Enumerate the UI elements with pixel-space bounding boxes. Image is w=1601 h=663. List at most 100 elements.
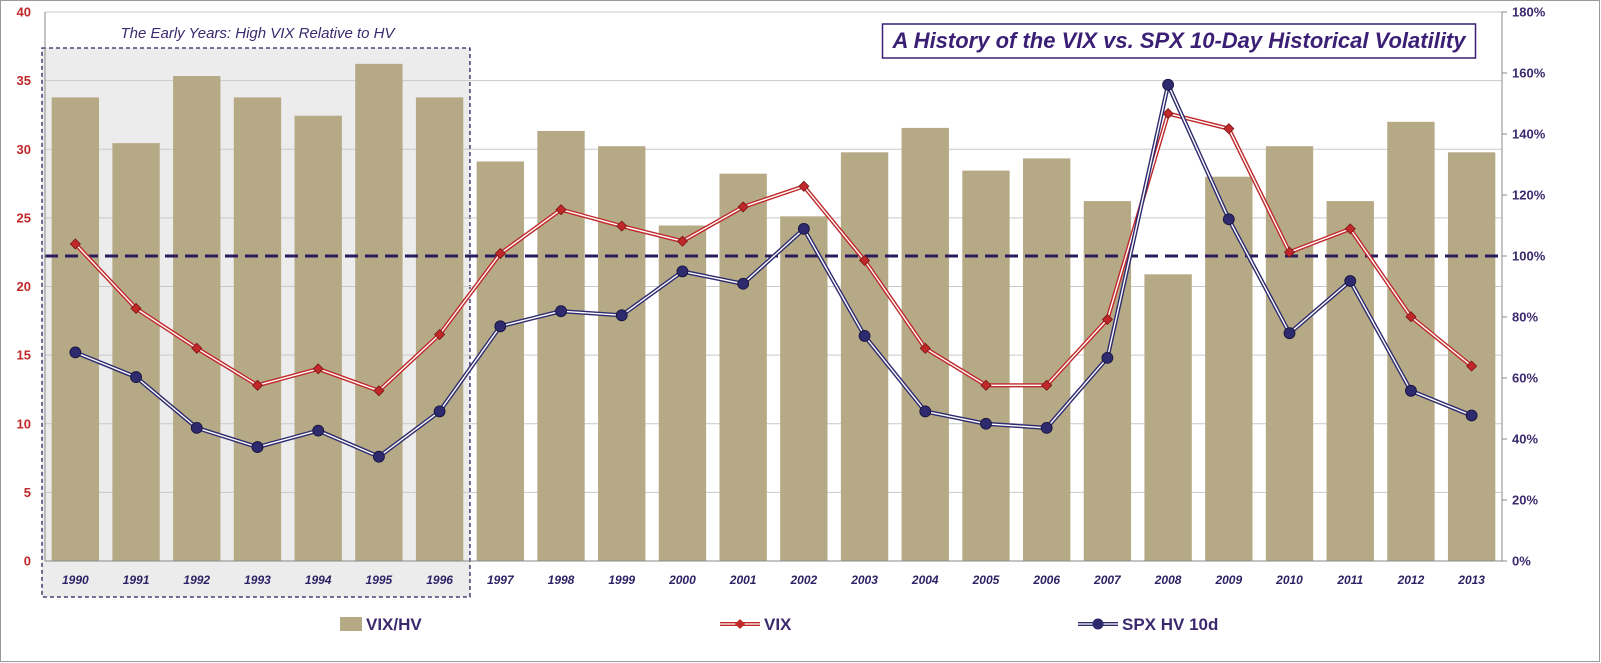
x-tick-label: 2005 [972, 573, 1000, 587]
x-tick-label: 2003 [850, 573, 878, 587]
vix-point-2000 [676, 235, 689, 247]
x-tick-label: 2007 [1093, 573, 1122, 587]
vix-point-2006 [1041, 379, 1053, 391]
vix-point-1991 [130, 302, 142, 315]
right-tick-label: 80% [1512, 310, 1538, 325]
spx-hv-point-1999 [615, 309, 628, 322]
left-tick-label: 10 [17, 416, 31, 431]
x-tick-label: 2012 [1397, 573, 1425, 587]
spx-hv-point-2013 [1465, 409, 1478, 422]
spx-hv-point-1991 [130, 371, 142, 383]
vix-point-2001 [737, 201, 749, 213]
bar-series-vix-hv [51, 63, 1496, 562]
bar-1994 [294, 115, 342, 561]
spx-hv-point-2005 [980, 417, 992, 430]
early-years-annotation: The Early Years: High VIX Relative to HV [120, 25, 396, 42]
x-tick-label: 2002 [790, 573, 818, 587]
spx-hv-point-1993 [251, 441, 264, 453]
vix-point-1994 [312, 363, 324, 375]
vix-point-2009 [1223, 123, 1235, 135]
spx-hv-point-1996 [433, 405, 446, 418]
right-tick-label: 180% [1512, 5, 1546, 20]
x-tick-label: 2010 [1275, 573, 1303, 587]
vix-point-1998 [555, 204, 567, 216]
left-tick-label: 25 [17, 210, 31, 225]
x-tick-label: 2011 [1336, 573, 1363, 587]
vix-point-1999 [616, 220, 628, 232]
x-tick-label: 1997 [487, 573, 515, 587]
vix-point-1997 [494, 247, 506, 260]
vix-point-2007 [1101, 313, 1113, 326]
vix-point-1996 [434, 328, 446, 341]
vix-point-2002 [798, 180, 810, 192]
bar-1993 [233, 97, 282, 562]
x-tick-label: 2009 [1214, 573, 1242, 587]
legend-label: VIX [764, 615, 792, 634]
vix-point-2012 [1405, 311, 1417, 323]
bar-1997 [476, 161, 524, 561]
line-series [69, 78, 1478, 463]
vix-point-2005 [980, 379, 992, 391]
right-tick-label: 0% [1512, 554, 1531, 569]
x-tick-label: 2004 [911, 573, 939, 587]
spx-hv-point-1994 [312, 424, 325, 437]
x-tick-label: 1999 [608, 573, 635, 587]
spx-hv-point-1992 [190, 421, 203, 434]
x-tick-label: 2008 [1154, 573, 1182, 587]
spx-hv-point-2000 [676, 265, 689, 278]
left-tick-label: 15 [17, 348, 31, 363]
vix-point-1993 [251, 379, 264, 391]
bar-1995 [355, 63, 403, 561]
legend: VIX/HV VIX SPX HV 10d [340, 615, 1218, 634]
vix-point-2008 [1162, 107, 1174, 120]
right-tick-label: 20% [1512, 493, 1538, 508]
x-tick-label: 1995 [366, 573, 393, 587]
annotation-text: The Early Years: High VIX Relative to HV [120, 25, 396, 42]
spx-hv-point-2006 [1040, 421, 1053, 434]
x-tick-label: 2000 [668, 573, 696, 587]
title-frame [881, 23, 1477, 59]
vix-point-2013 [1466, 360, 1478, 372]
bar-1999 [598, 146, 646, 561]
bar-2005 [962, 170, 1010, 561]
legend-label: VIX/HV [366, 615, 422, 634]
vix-point-2010 [1283, 246, 1296, 258]
spx-hv-point-2004 [919, 405, 932, 418]
bar-1992 [173, 76, 221, 562]
chart-title-box: A History of the VIX vs. SPX 10-Day Hist… [881, 23, 1477, 59]
x-tick-label: 2006 [1032, 573, 1060, 587]
left-tick-label: 5 [24, 485, 31, 500]
bar-2009 [1205, 176, 1253, 561]
spx-hv-point-2002 [797, 222, 810, 235]
vix-point-2003 [858, 254, 871, 266]
right-tick-label: 60% [1512, 371, 1538, 386]
left-tick-label: 40 [17, 5, 31, 20]
legend-label: SPX HV 10d [1122, 615, 1218, 634]
x-tick-label: 2013 [1457, 573, 1485, 587]
spx-hv-point-2007 [1101, 351, 1114, 364]
bar-2006 [1023, 158, 1071, 561]
x-tick-label: 1996 [426, 573, 453, 587]
bar-2011 [1326, 201, 1374, 561]
spx-hv-point-2008 [1162, 78, 1175, 91]
spx-hv-point-2001 [737, 277, 750, 290]
x-tick-label: 2001 [729, 573, 757, 587]
legend-swatch-diamond [735, 619, 745, 629]
x-tick-label: 1998 [548, 573, 575, 587]
bar-2010 [1265, 146, 1314, 561]
spx-hv-point-1997 [494, 320, 507, 333]
spx-hv-point-1995 [372, 450, 385, 463]
spx-hv-point-1990 [69, 346, 82, 359]
spx-hv-point-2012 [1405, 384, 1417, 397]
x-tick-label: 1990 [62, 573, 89, 587]
spx-hv-point-1998 [555, 305, 567, 318]
legend-swatch-bar [340, 617, 362, 631]
left-tick-label: 0 [24, 554, 31, 569]
vix-point-1990 [69, 238, 81, 250]
bar-2012 [1387, 121, 1435, 562]
bar-1991 [112, 143, 160, 561]
left-tick-label: 35 [17, 73, 31, 88]
spx-hv-point-2009 [1222, 213, 1235, 226]
